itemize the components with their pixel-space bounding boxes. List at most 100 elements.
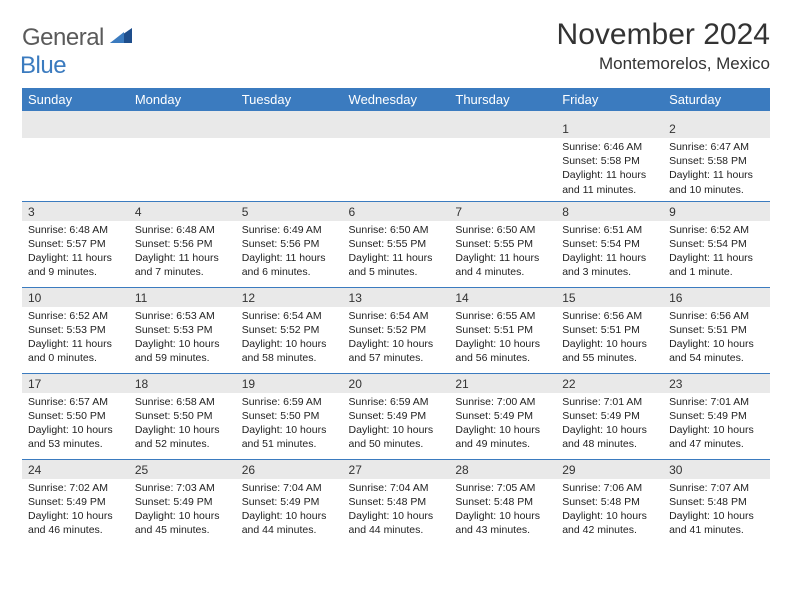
day-details: Sunrise: 6:50 AMSunset: 5:55 PMDaylight:… xyxy=(449,221,556,284)
daylight-text: Daylight: 10 hours and 51 minutes. xyxy=(242,423,337,451)
day-number: 3 xyxy=(22,202,129,221)
sunset-text: Sunset: 5:51 PM xyxy=(669,323,764,337)
day-details: Sunrise: 6:49 AMSunset: 5:56 PMDaylight:… xyxy=(236,221,343,284)
calendar-cell: 17Sunrise: 6:57 AMSunset: 5:50 PMDayligh… xyxy=(22,373,129,459)
calendar-cell: 27Sunrise: 7:04 AMSunset: 5:48 PMDayligh… xyxy=(343,459,450,545)
sunset-text: Sunset: 5:50 PM xyxy=(28,409,123,423)
daylight-text: Daylight: 10 hours and 59 minutes. xyxy=(135,337,230,365)
sunrise-text: Sunrise: 6:50 AM xyxy=(349,223,444,237)
calendar-cell: 7Sunrise: 6:50 AMSunset: 5:55 PMDaylight… xyxy=(449,201,556,287)
sunrise-text: Sunrise: 7:01 AM xyxy=(562,395,657,409)
day-header-row: Sunday Monday Tuesday Wednesday Thursday… xyxy=(22,88,770,115)
calendar-row: 10Sunrise: 6:52 AMSunset: 5:53 PMDayligh… xyxy=(22,287,770,373)
brand-blue-wrap: Blue xyxy=(22,52,66,80)
daylight-text: Daylight: 10 hours and 44 minutes. xyxy=(242,509,337,537)
daylight-text: Daylight: 10 hours and 42 minutes. xyxy=(562,509,657,537)
day-details: Sunrise: 6:59 AMSunset: 5:50 PMDaylight:… xyxy=(236,393,343,456)
calendar-cell: 10Sunrise: 6:52 AMSunset: 5:53 PMDayligh… xyxy=(22,287,129,373)
day-number: 12 xyxy=(236,288,343,307)
calendar-cell: 12 Sunrise: 6:54 AMSunset: 5:52 PMDayligh… xyxy=(236,287,343,373)
day-details: Sunrise: 6:57 AMSunset: 5:50 PMDaylight:… xyxy=(22,393,129,456)
day-details: Sunrise: 7:01 AMSunset: 5:49 PMDaylight:… xyxy=(663,393,770,456)
day-details: Sunrise: 6:48 AMSunset: 5:57 PMDaylight:… xyxy=(22,221,129,284)
calendar-cell xyxy=(129,115,236,201)
sunrise-text: Sunrise: 7:00 AM xyxy=(455,395,550,409)
calendar-cell: 30Sunrise: 7:07 AMSunset: 5:48 PMDayligh… xyxy=(663,459,770,545)
sunset-text: Sunset: 5:58 PM xyxy=(562,154,657,168)
calendar-table: Sunday Monday Tuesday Wednesday Thursday… xyxy=(22,88,770,545)
sunset-text: Sunset: 5:56 PM xyxy=(242,237,337,251)
day-number: 24 xyxy=(22,460,129,479)
calendar-cell: 29Sunrise: 7:06 AMSunset: 5:48 PMDayligh… xyxy=(556,459,663,545)
sunset-text: Sunset: 5:49 PM xyxy=(242,495,337,509)
sunset-text: Sunset: 5:49 PM xyxy=(562,409,657,423)
sunrise-text: Sunrise: 6:59 AM xyxy=(242,395,337,409)
day-number: 26 xyxy=(236,460,343,479)
calendar-cell: 21Sunrise: 7:00 AMSunset: 5:49 PMDayligh… xyxy=(449,373,556,459)
daylight-text: Daylight: 10 hours and 58 minutes. xyxy=(242,337,337,365)
day-number: 29 xyxy=(556,460,663,479)
daylight-text: Daylight: 11 hours and 10 minutes. xyxy=(669,168,764,196)
sunrise-text: Sunrise: 6:46 AM xyxy=(562,140,657,154)
sunset-text: Sunset: 5:52 PM xyxy=(242,323,337,337)
sunrise-text: Sunrise: 7:05 AM xyxy=(455,481,550,495)
calendar-cell: 4Sunrise: 6:48 AMSunset: 5:56 PMDaylight… xyxy=(129,201,236,287)
day-header: Sunday xyxy=(22,88,129,115)
day-number: 8 xyxy=(556,202,663,221)
sunrise-text: Sunrise: 6:54 AM xyxy=(349,309,444,323)
day-header: Wednesday xyxy=(343,88,450,115)
day-number: 19 xyxy=(236,374,343,393)
day-details: Sunrise: 6:56 AMSunset: 5:51 PMDaylight:… xyxy=(663,307,770,370)
day-details: Sunrise: 7:06 AMSunset: 5:48 PMDaylight:… xyxy=(556,479,663,542)
sunset-text: Sunset: 5:48 PM xyxy=(455,495,550,509)
day-number: 10 xyxy=(22,288,129,307)
calendar-row: 1Sunrise: 6:46 AMSunset: 5:58 PMDaylight… xyxy=(22,115,770,201)
day-number: 28 xyxy=(449,460,556,479)
day-number: 23 xyxy=(663,374,770,393)
sunrise-text: Sunrise: 7:04 AM xyxy=(242,481,337,495)
calendar-cell: 15Sunrise: 6:56 AMSunset: 5:51 PMDayligh… xyxy=(556,287,663,373)
day-details: Sunrise: 6:59 AMSunset: 5:49 PMDaylight:… xyxy=(343,393,450,456)
daylight-text: Daylight: 10 hours and 49 minutes. xyxy=(455,423,550,451)
sunset-text: Sunset: 5:49 PM xyxy=(349,409,444,423)
day-number: 9 xyxy=(663,202,770,221)
day-details: Sunrise: 6:50 AMSunset: 5:55 PMDaylight:… xyxy=(343,221,450,284)
sunset-text: Sunset: 5:57 PM xyxy=(28,237,123,251)
day-details: Sunrise: 6:52 AMSunset: 5:53 PMDaylight:… xyxy=(22,307,129,370)
brand-blue: Blue xyxy=(20,52,66,79)
day-details: Sunrise: 7:02 AMSunset: 5:49 PMDaylight:… xyxy=(22,479,129,542)
day-details: Sunrise: 6:55 AMSunset: 5:51 PMDaylight:… xyxy=(449,307,556,370)
day-number: 18 xyxy=(129,374,236,393)
calendar-cell xyxy=(236,115,343,201)
calendar-page: General November 2024 Montemorelos, Mexi… xyxy=(0,0,792,545)
day-details: Sunrise: 7:05 AMSunset: 5:48 PMDaylight:… xyxy=(449,479,556,542)
day-details: Sunrise: 7:01 AMSunset: 5:49 PMDaylight:… xyxy=(556,393,663,456)
sunset-text: Sunset: 5:48 PM xyxy=(669,495,764,509)
day-number: 13 xyxy=(343,288,450,307)
day-number: 11 xyxy=(129,288,236,307)
day-details: Sunrise: 6:48 AMSunset: 5:56 PMDaylight:… xyxy=(129,221,236,284)
day-number: 17 xyxy=(22,374,129,393)
calendar-cell: 3Sunrise: 6:48 AMSunset: 5:57 PMDaylight… xyxy=(22,201,129,287)
calendar-cell: 19Sunrise: 6:59 AMSunset: 5:50 PMDayligh… xyxy=(236,373,343,459)
calendar-cell: 11Sunrise: 6:53 AMSunset: 5:53 PMDayligh… xyxy=(129,287,236,373)
daylight-text: Daylight: 10 hours and 50 minutes. xyxy=(349,423,444,451)
sunrise-text: Sunrise: 7:04 AM xyxy=(349,481,444,495)
day-number: 4 xyxy=(129,202,236,221)
day-number xyxy=(343,119,450,138)
calendar-row: 17Sunrise: 6:57 AMSunset: 5:50 PMDayligh… xyxy=(22,373,770,459)
daylight-text: Daylight: 11 hours and 7 minutes. xyxy=(135,251,230,279)
sunrise-text: Sunrise: 6:54 AM xyxy=(242,309,337,323)
sunset-text: Sunset: 5:52 PM xyxy=(349,323,444,337)
calendar-cell: 2Sunrise: 6:47 AMSunset: 5:58 PMDaylight… xyxy=(663,115,770,201)
calendar-row: 3Sunrise: 6:48 AMSunset: 5:57 PMDaylight… xyxy=(22,201,770,287)
sunrise-text: Sunrise: 6:49 AM xyxy=(242,223,337,237)
day-details: Sunrise: 7:00 AMSunset: 5:49 PMDaylight:… xyxy=(449,393,556,456)
sunset-text: Sunset: 5:49 PM xyxy=(28,495,123,509)
sunset-text: Sunset: 5:49 PM xyxy=(455,409,550,423)
sunset-text: Sunset: 5:49 PM xyxy=(135,495,230,509)
daylight-text: Daylight: 10 hours and 53 minutes. xyxy=(28,423,123,451)
calendar-cell: 14Sunrise: 6:55 AMSunset: 5:51 PMDayligh… xyxy=(449,287,556,373)
day-number: 22 xyxy=(556,374,663,393)
sunrise-text: Sunrise: 6:48 AM xyxy=(135,223,230,237)
